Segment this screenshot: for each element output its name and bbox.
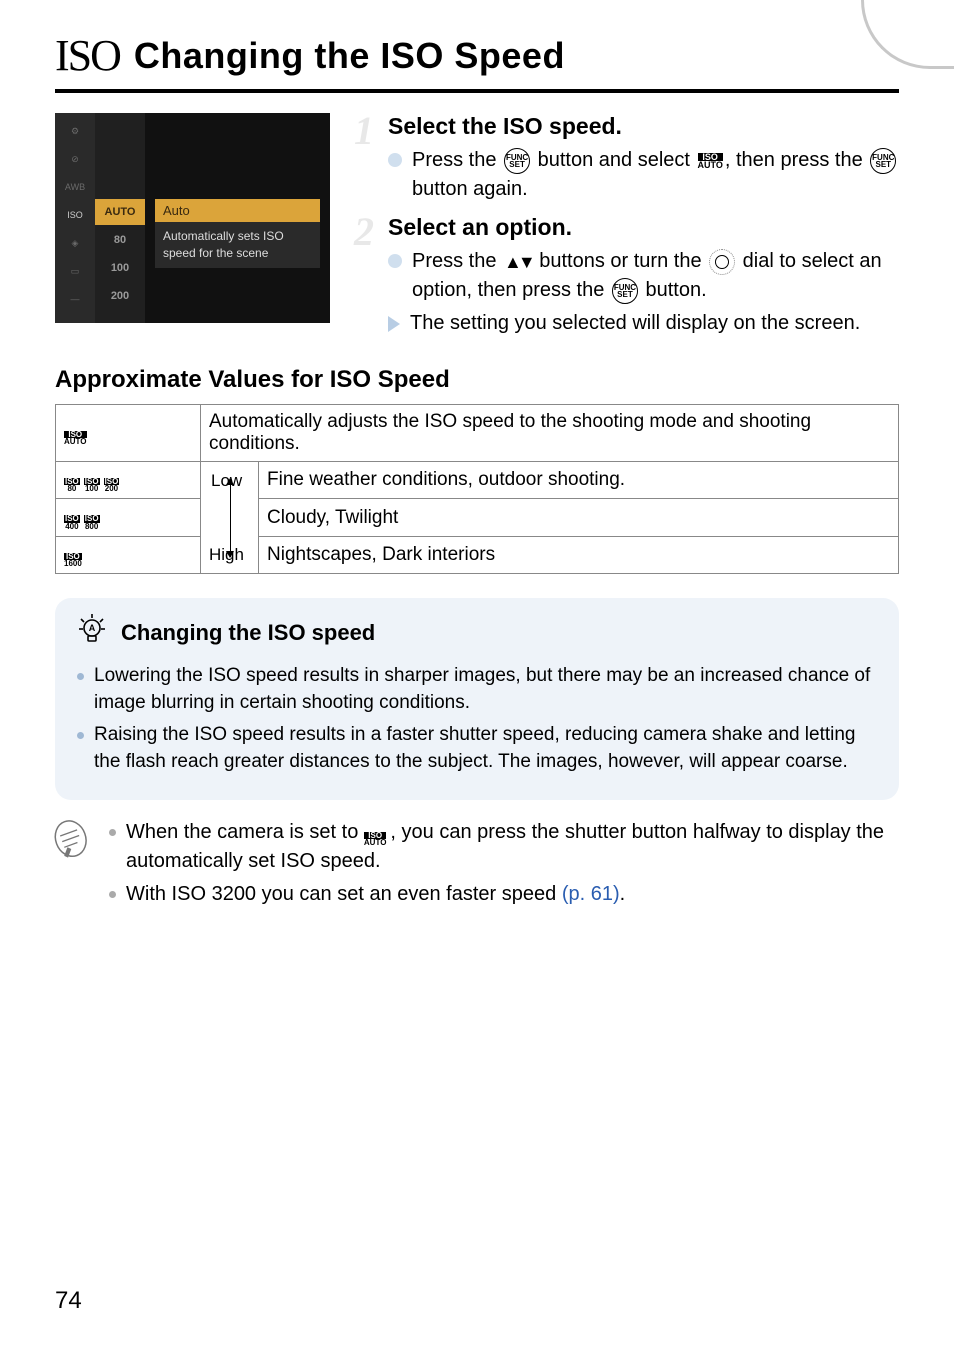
tip-title: Changing the ISO speed: [121, 620, 375, 646]
step-bullet-text: Press the FUNCSET button and select ISOA…: [412, 146, 899, 204]
tip-bullet: Lowering the ISO speed results in sharpe…: [77, 663, 877, 716]
tip-bullet-text: Raising the ISO speed results in a faste…: [94, 722, 877, 775]
step-bullet: Press the FUNCSET button and select ISOA…: [388, 146, 899, 204]
step-bullet: The setting you selected will display on…: [388, 309, 899, 338]
iso-badge-icon: ISOAUTO: [364, 832, 387, 846]
table-row: ISO400 ISO800 Cloudy, Twilight: [56, 499, 899, 536]
iso-table: ISOAUTO Automatically adjusts the ISO spe…: [55, 404, 899, 574]
step-number: 2: [354, 208, 374, 255]
circle-bullet-icon: [388, 153, 402, 167]
screenshot-left-icon: ISO: [60, 203, 90, 227]
page-number: 74: [55, 1287, 82, 1315]
note-bullet: When the camera is set to ISOAUTO, you c…: [109, 818, 899, 876]
table-row: ISO1600 Nightscapes, Dark interiors: [56, 536, 899, 573]
iso-desc-cell: Automatically adjusts the ISO speed to t…: [201, 405, 899, 462]
svg-text:A: A: [89, 623, 96, 633]
low-high-arrow-cell: LowHigh: [201, 462, 259, 574]
note-bullet: With ISO 3200 you can set an even faster…: [109, 880, 899, 909]
iso-desc-cell: Cloudy, Twilight: [259, 499, 899, 536]
bullet-dot-icon: [109, 829, 116, 836]
approx-title: Approximate Values for ISO Speed: [55, 366, 899, 394]
screenshot-mid-item: 80: [95, 227, 145, 253]
note-bullet-text: With ISO 3200 you can set an even faster…: [126, 880, 625, 909]
step-bullet: Press the ▲▼ buttons or turn the dial to…: [388, 247, 899, 305]
camera-screenshot: ⚙ ⊘ AWB ISO ◈ ▭ — AUTO80100200 Auto Automatica…: [55, 113, 330, 323]
table-row: ISOAUTO Automatically adjusts the ISO spe…: [56, 405, 899, 462]
screenshot-left-icon: ▭: [60, 259, 90, 283]
step: 1Select the ISO speed.Press the FUNCSET …: [354, 113, 899, 204]
triangle-bullet-icon: [388, 316, 400, 332]
table-row: ISO80ISO100ISO200LowHighFine weather con…: [56, 462, 899, 499]
circle-bullet-icon: [388, 254, 402, 268]
steps-list: 1Select the ISO speed.Press the FUNCSET …: [354, 113, 899, 348]
step-number: 1: [354, 107, 374, 154]
tip-bullet: Raising the ISO speed results in a faste…: [77, 722, 877, 775]
iso-badge-icon: ISO200: [104, 478, 120, 492]
note-bullet-text: When the camera is set to ISOAUTO, you c…: [126, 818, 899, 876]
bullet-dot-icon: [109, 891, 116, 898]
bullet-dot-icon: [77, 673, 84, 680]
iso-glyph-icon: ISO: [55, 30, 120, 81]
screenshot-left-icon: —: [60, 287, 90, 311]
screenshot-left-icon: ⚙: [60, 119, 90, 143]
page-title: Changing the ISO Speed: [134, 35, 565, 77]
step-title: Select the ISO speed.: [388, 113, 899, 140]
func-set-icon: FUNCSET: [504, 148, 530, 174]
pencil-note-icon: [48, 813, 98, 870]
screenshot-left-icon: ⊘: [60, 147, 90, 171]
step-title: Select an option.: [388, 214, 899, 241]
page-ref-link[interactable]: (p. 61): [562, 883, 620, 905]
step-bullet-text: The setting you selected will display on…: [410, 309, 860, 338]
iso-badge-icon: ISO80: [64, 478, 80, 492]
func-set-icon: FUNCSET: [612, 278, 638, 304]
iso-badge-icon: ISO1600: [64, 553, 82, 567]
iso-badge-cell: ISO400 ISO800: [56, 499, 201, 536]
screenshot-desc-title: Auto: [155, 199, 320, 222]
iso-badge-cell: ISO80 ISO100 ISO200: [56, 462, 201, 499]
step-bullet-text: Press the ▲▼ buttons or turn the dial to…: [412, 247, 899, 305]
iso-desc-cell: Fine weather conditions, outdoor shootin…: [259, 462, 899, 499]
up-down-icon: ▲▼: [504, 249, 532, 275]
tip-box: A Changing the ISO speed Lowering the IS…: [55, 598, 899, 799]
iso-auto-icon: ISOAUTO: [698, 153, 723, 169]
screenshot-desc-body: Automatically sets ISO speed for the sce…: [155, 222, 320, 268]
iso-badge-icon: ISO400: [64, 515, 80, 529]
note-row: When the camera is set to ISOAUTO, you c…: [55, 818, 899, 913]
screenshot-mid-item: 200: [95, 283, 145, 309]
control-dial-icon: [709, 249, 735, 275]
screenshot-left-icon: AWB: [60, 175, 90, 199]
tip-bullet-text: Lowering the ISO speed results in sharpe…: [94, 663, 877, 716]
step: 2Select an option.Press the ▲▼ buttons o…: [354, 214, 899, 338]
iso-badge-cell: ISOAUTO: [56, 405, 201, 462]
func-set-icon: FUNCSET: [870, 148, 896, 174]
iso-badge-icon: ISO100: [84, 478, 100, 492]
intro-row: ⚙ ⊘ AWB ISO ◈ ▭ — AUTO80100200 Auto Automatica…: [55, 113, 899, 348]
screenshot-left-icon: ◈: [60, 231, 90, 255]
bulb-icon: A: [77, 612, 107, 653]
page-heading: ISO Changing the ISO Speed: [55, 30, 899, 93]
screenshot-mid-item: 100: [95, 255, 145, 281]
screenshot-mid-item: AUTO: [95, 199, 145, 225]
iso-desc-cell: Nightscapes, Dark interiors: [259, 536, 899, 573]
bullet-dot-icon: [77, 732, 84, 739]
iso-badge-icon: ISOAUTO: [64, 431, 87, 445]
iso-badge-icon: ISO800: [84, 515, 100, 529]
iso-badge-cell: ISO1600: [56, 536, 201, 573]
